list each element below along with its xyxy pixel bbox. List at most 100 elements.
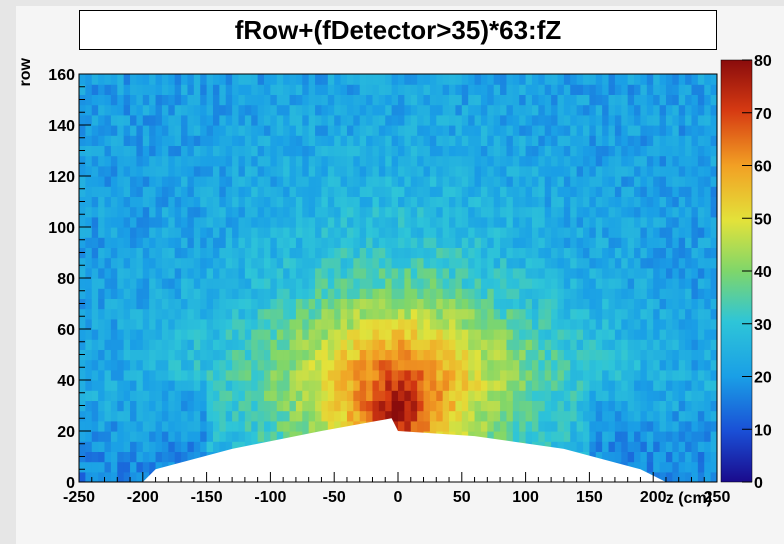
heatmap-cell [110, 461, 118, 473]
heatmap-cell [232, 349, 240, 361]
heatmap-cell [219, 431, 227, 442]
heatmap-cell [385, 267, 393, 279]
heatmap-cell [85, 135, 93, 146]
heatmap-cell [538, 237, 546, 248]
heatmap-cell [295, 329, 303, 340]
y-tick-label: 140 [48, 118, 75, 135]
heatmap-cell [244, 165, 252, 177]
heatmap-cell [519, 380, 527, 391]
heatmap-cell [385, 257, 393, 269]
heatmap-cell [308, 155, 316, 167]
heatmap-cell [672, 257, 680, 269]
heatmap-cell [557, 441, 565, 452]
heatmap-cell [193, 104, 201, 116]
heatmap-cell [206, 206, 214, 218]
heatmap-cell [340, 410, 348, 422]
heatmap-cell [487, 125, 495, 136]
heatmap-cell [187, 176, 195, 187]
heatmap-cell [340, 380, 348, 391]
heatmap-cell [404, 329, 412, 340]
heatmap-cell [519, 84, 527, 95]
heatmap-cell [583, 318, 590, 330]
heatmap-cell [525, 125, 533, 136]
heatmap-cell [85, 74, 93, 85]
heatmap-cell [570, 441, 578, 452]
heatmap-cell [264, 329, 271, 340]
heatmap-cell [283, 339, 291, 350]
heatmap-cell [212, 155, 220, 167]
heatmap-cell [251, 288, 259, 299]
heatmap-cell [130, 431, 138, 442]
heatmap-cell [449, 114, 457, 126]
heatmap-cell [621, 104, 629, 116]
heatmap-cell [123, 420, 131, 432]
heatmap-cell [346, 114, 354, 126]
heatmap-cell [181, 369, 189, 381]
heatmap-cell [130, 104, 138, 116]
heatmap-cell [461, 114, 469, 126]
heatmap-cell [449, 390, 457, 401]
heatmap-cell [276, 114, 284, 126]
heatmap-cell [525, 227, 533, 238]
heatmap-cell [327, 104, 335, 116]
heatmap-cell [98, 125, 106, 136]
heatmap-cell [589, 145, 597, 157]
heatmap-cell [512, 125, 520, 136]
heatmap-cell [685, 237, 693, 248]
heatmap-cell [487, 400, 495, 412]
heatmap-cell [570, 125, 578, 136]
heatmap-cell [417, 247, 425, 259]
heatmap-cell [334, 206, 342, 218]
heatmap-cell [646, 329, 654, 340]
heatmap-cell [685, 227, 693, 238]
heatmap-cell [340, 206, 348, 218]
heatmap-cell [423, 114, 431, 126]
heatmap-cell [646, 84, 654, 95]
heatmap-cell [487, 237, 495, 248]
heatmap-cell [500, 267, 508, 279]
heatmap-cell [551, 186, 559, 197]
heatmap-cell [449, 257, 457, 269]
heatmap-cell [232, 288, 240, 299]
heatmap-cell [225, 349, 233, 361]
heatmap-cell [225, 441, 233, 452]
heatmap-cell [98, 165, 106, 177]
heatmap-cell [302, 257, 310, 269]
heatmap-cell [436, 420, 444, 432]
heatmap-cell [595, 237, 603, 248]
heatmap-cell [563, 114, 571, 126]
heatmap-cell [410, 369, 418, 381]
heatmap-cell [672, 329, 680, 340]
heatmap-cell [685, 339, 693, 350]
heatmap-cell [461, 400, 469, 412]
heatmap-cell [130, 135, 138, 146]
heatmap-cell [193, 114, 201, 126]
heatmap-cell [206, 94, 214, 106]
heatmap-cell [410, 349, 418, 361]
heatmap-cell [468, 145, 476, 157]
heatmap-cell [544, 400, 552, 412]
heatmap-cell [283, 114, 291, 126]
heatmap-cell [404, 155, 412, 167]
heatmap-cell [117, 155, 125, 167]
heatmap-cell [104, 278, 112, 289]
heatmap-cell [289, 308, 297, 320]
heatmap-cell [653, 308, 661, 320]
heatmap-cell [621, 247, 629, 259]
heatmap-cell [589, 278, 597, 289]
heatmap-cell [270, 390, 278, 401]
heatmap-cell [110, 339, 118, 350]
heatmap-cell [289, 267, 297, 279]
heatmap-cell [117, 125, 125, 136]
heatmap-cell [634, 349, 642, 361]
heatmap-cell [608, 451, 616, 463]
heatmap-cell [136, 420, 144, 432]
heatmap-cell [608, 329, 616, 340]
heatmap-cell [449, 359, 457, 371]
heatmap-cell [665, 196, 673, 208]
heatmap-cell [340, 104, 348, 116]
heatmap-cell [665, 186, 673, 197]
heatmap-cell [251, 114, 259, 126]
heatmap-cell [487, 339, 495, 350]
heatmap-cell [276, 380, 284, 391]
